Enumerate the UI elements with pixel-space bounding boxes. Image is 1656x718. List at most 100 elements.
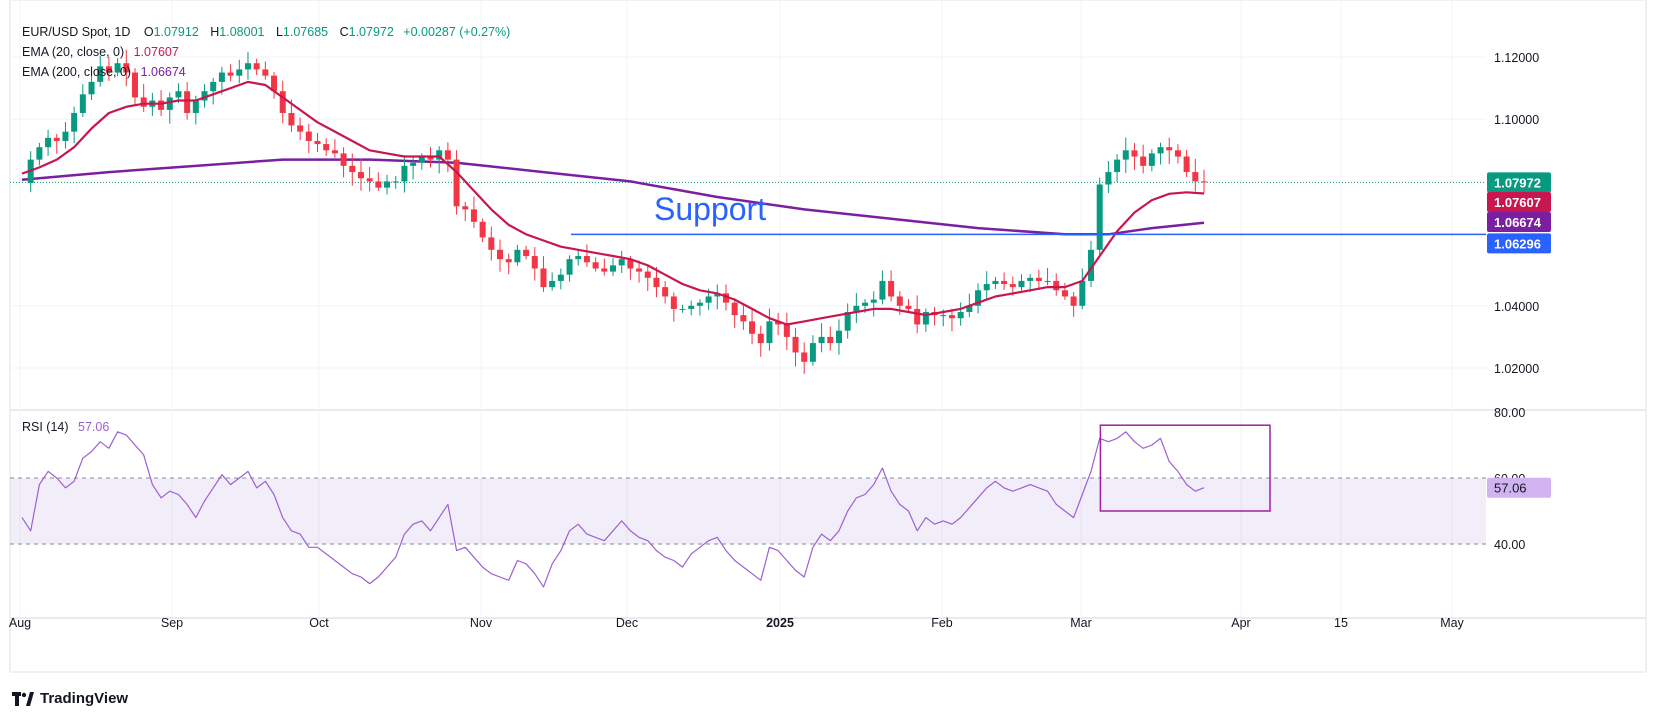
ema20-tag-bg — [1487, 192, 1551, 212]
candle-body — [349, 165, 356, 173]
candle-body — [809, 343, 816, 362]
candle-body — [575, 256, 582, 260]
symbol-title: EUR/USD Spot, 1D — [22, 25, 130, 39]
candle-body — [714, 293, 721, 297]
candle-body — [62, 131, 69, 141]
candle-body — [1140, 156, 1147, 166]
candle-body — [922, 312, 929, 325]
candle-body — [766, 321, 773, 344]
candle-body — [158, 100, 165, 110]
candle-body — [583, 256, 590, 263]
candle-body — [1018, 280, 1025, 288]
candle-body — [610, 265, 616, 272]
candle-body — [731, 302, 738, 316]
candle-body — [827, 336, 834, 344]
candle-body — [340, 153, 347, 166]
candle-body — [184, 91, 191, 113]
low-value: 1.07685 — [283, 25, 328, 39]
candle-body — [105, 66, 112, 73]
time-axis[interactable]: Aug Sep Oct Nov Dec 2025 Feb Mar Apr 15 May — [9, 616, 1465, 630]
time-tick-label: Feb — [931, 616, 953, 630]
open-label: O — [144, 25, 154, 39]
candle-body — [688, 305, 695, 309]
candle-body — [853, 305, 860, 313]
candle-body — [244, 63, 251, 70]
open-value: 1.07912 — [154, 25, 199, 39]
candle-body — [444, 150, 451, 160]
candle-body — [366, 178, 373, 182]
candle-body — [384, 181, 391, 188]
candle-body — [914, 308, 921, 325]
price-axis[interactable]: 1.12000 1.10000 1.04000 1.02000 — [1494, 51, 1539, 376]
candle-body — [1035, 277, 1042, 281]
candle-body — [1009, 284, 1016, 288]
candle-body — [314, 140, 321, 145]
candle-body — [166, 97, 173, 110]
candle-body — [844, 312, 851, 331]
price-tags: 1.07972 1.07607 1.06674 1.06296 57.06 — [1487, 172, 1551, 498]
candle-body — [218, 72, 225, 82]
ema20-value: 1.07607 — [134, 45, 179, 59]
candle-body — [453, 159, 460, 207]
candle-body — [1201, 181, 1207, 183]
candle-body — [957, 312, 964, 319]
ema200-line — [21, 158, 1205, 236]
candle-body — [1131, 150, 1138, 157]
time-tick-label: Dec — [616, 616, 638, 630]
candle-body — [636, 268, 643, 272]
candle-body — [71, 112, 78, 132]
candle-body — [1096, 184, 1103, 250]
candle-body — [627, 259, 634, 269]
candle-body — [775, 321, 782, 325]
candle-body — [427, 156, 434, 160]
price-tick-label: 1.04000 — [1494, 300, 1539, 314]
candle-body — [1114, 159, 1121, 173]
candle-body — [801, 352, 808, 362]
time-tick-label: Aug — [9, 616, 31, 630]
candle-body — [227, 72, 234, 76]
candle-body — [983, 284, 990, 291]
candle-body — [549, 280, 556, 288]
candle-body — [862, 302, 869, 306]
candle-body — [1027, 277, 1034, 281]
support-tag-bg — [1487, 233, 1551, 254]
time-tick-label: 2025 — [766, 616, 794, 630]
candle-body — [297, 125, 304, 132]
close-value: 1.07972 — [349, 25, 394, 39]
candle-body — [722, 293, 729, 303]
price-pane: Support — [10, 49, 1486, 374]
candle-body — [592, 262, 599, 269]
tradingview-brand[interactable]: TradingView — [12, 690, 128, 707]
ema200-tag-bg — [1487, 212, 1551, 232]
candle-body — [662, 287, 669, 297]
candle-body — [201, 91, 208, 101]
candle-body — [792, 336, 799, 353]
high-label: H — [210, 25, 219, 39]
candle-body — [479, 221, 486, 238]
time-tick-label: Apr — [1231, 616, 1250, 630]
time-tick-label: 15 — [1334, 616, 1348, 630]
candle-body — [1001, 280, 1008, 285]
candle-body — [618, 259, 625, 266]
ema200-tag: 1.06674 — [1494, 215, 1542, 230]
ema20-label: EMA (20, close, 0) — [22, 45, 124, 59]
chart-frame — [9, 0, 1647, 673]
candle-body — [279, 91, 286, 113]
candle-body — [992, 280, 999, 285]
candle-body — [566, 259, 573, 275]
rsi-label: RSI (14) — [22, 420, 69, 434]
rsi-pane — [10, 424, 1486, 588]
rsi-tick-label: 80.00 — [1494, 406, 1525, 420]
candle-body — [288, 112, 295, 126]
high-value: 1.08001 — [219, 25, 264, 39]
candle-body — [540, 268, 547, 288]
candle-body — [1183, 156, 1190, 173]
candle-body — [36, 147, 43, 160]
ema200-value: 1.06674 — [141, 65, 186, 79]
candle-body — [236, 69, 243, 76]
support-annotation: Support — [654, 191, 766, 227]
rsi-value-tag-bg — [1487, 477, 1551, 498]
candle-body — [488, 237, 495, 250]
ema20-line — [21, 80, 1205, 326]
rsi-line — [21, 431, 1205, 588]
